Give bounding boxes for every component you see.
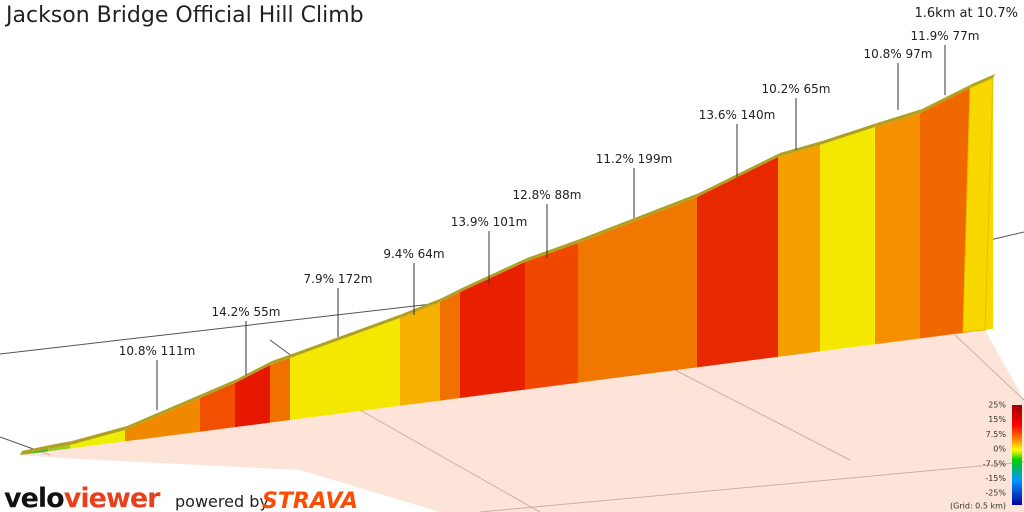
band: [270, 358, 290, 423]
profile-bands: [20, 74, 995, 455]
band: [200, 383, 235, 432]
band-top: [697, 153, 780, 197]
band-top: [20, 445, 50, 455]
segment-label: 14.2% 55m: [212, 305, 281, 319]
band: [440, 292, 460, 401]
band: [460, 262, 525, 399]
segment-label: 10.8% 97m: [864, 47, 933, 61]
band: [920, 88, 970, 339]
end-face: [962, 77, 994, 333]
legend-tick: 0%: [993, 445, 1006, 454]
band-top: [778, 141, 822, 157]
segment-label: 9.4% 64m: [383, 247, 444, 261]
band-top: [460, 258, 527, 292]
segment-label: 10.8% 111m: [119, 344, 196, 358]
band-top: [200, 379, 237, 398]
band-top: [525, 239, 580, 262]
title: Jackson Bridge Official Hill Climb: [4, 3, 364, 28]
band: [778, 145, 820, 357]
legend-tick: -7.5%: [983, 459, 1007, 468]
band: [235, 365, 270, 428]
legend: 25% 15% 7.5% 0% -7.5% -15% -25%: [983, 401, 1007, 498]
segment-label: 11.2% 199m: [596, 152, 673, 166]
legend-tick: 15%: [988, 415, 1006, 424]
band-top: [578, 193, 699, 243]
band: [820, 127, 875, 352]
brand-velo: velo: [4, 483, 64, 512]
band-top: [820, 123, 877, 145]
segment-label: 11.9% 77m: [911, 29, 980, 43]
band-top: [48, 441, 72, 449]
brand: veloviewer: [4, 483, 161, 512]
band: [697, 157, 778, 368]
grade-scale: [1012, 405, 1022, 505]
legend-tick: 25%: [988, 401, 1006, 410]
band: [875, 113, 920, 345]
band: [400, 302, 440, 406]
band-top: [440, 288, 462, 302]
band-top: [400, 298, 442, 318]
band: [578, 197, 697, 383]
band: [525, 243, 578, 390]
legend-tick: -15%: [985, 474, 1006, 483]
segment-labels: 10.8% 111m 14.2% 55m 7.9% 172m 9.4% 64m 13.9…: [119, 29, 980, 410]
shadow: [20, 330, 1024, 512]
band: [125, 398, 200, 442]
legend-tick: -25%: [985, 489, 1006, 498]
powered-by: powered by: [175, 492, 269, 511]
band-top: [875, 109, 922, 127]
summary: 1.6km at 10.7%: [915, 6, 1019, 21]
band: [290, 318, 400, 421]
band-top: [290, 314, 402, 358]
band-top: [970, 74, 995, 88]
segment-label: 10.2% 65m: [762, 82, 831, 96]
band-top: [270, 354, 292, 365]
band-top: [920, 84, 972, 113]
band: [48, 445, 70, 452]
band: [70, 430, 125, 449]
legend-tick: 7.5%: [986, 430, 1007, 439]
brand-viewer: viewer: [64, 483, 161, 512]
segment-label: 7.9% 172m: [304, 272, 373, 286]
strava-logo: STRAVA: [262, 489, 358, 512]
segment-label: 13.6% 140m: [699, 108, 776, 122]
grid-note: (Grid: 0.5 km): [950, 502, 1006, 511]
band-top: [235, 361, 272, 383]
segment-label: 13.9% 101m: [451, 215, 528, 229]
band-top: [70, 426, 127, 445]
band-top: [125, 394, 202, 430]
segment-label: 12.8% 88m: [513, 188, 582, 202]
